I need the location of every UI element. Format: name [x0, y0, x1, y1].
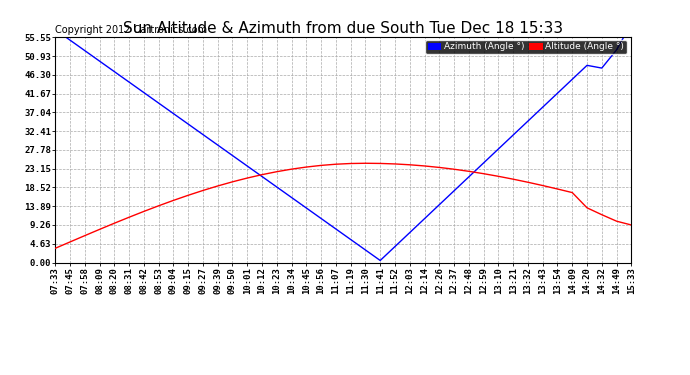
Text: Copyright 2012 Cartronics.com: Copyright 2012 Cartronics.com — [55, 25, 207, 35]
Legend: Azimuth (Angle °), Altitude (Angle °): Azimuth (Angle °), Altitude (Angle °) — [425, 40, 627, 54]
Title: Sun Altitude & Azimuth from due South Tue Dec 18 15:33: Sun Altitude & Azimuth from due South Tu… — [124, 21, 563, 36]
